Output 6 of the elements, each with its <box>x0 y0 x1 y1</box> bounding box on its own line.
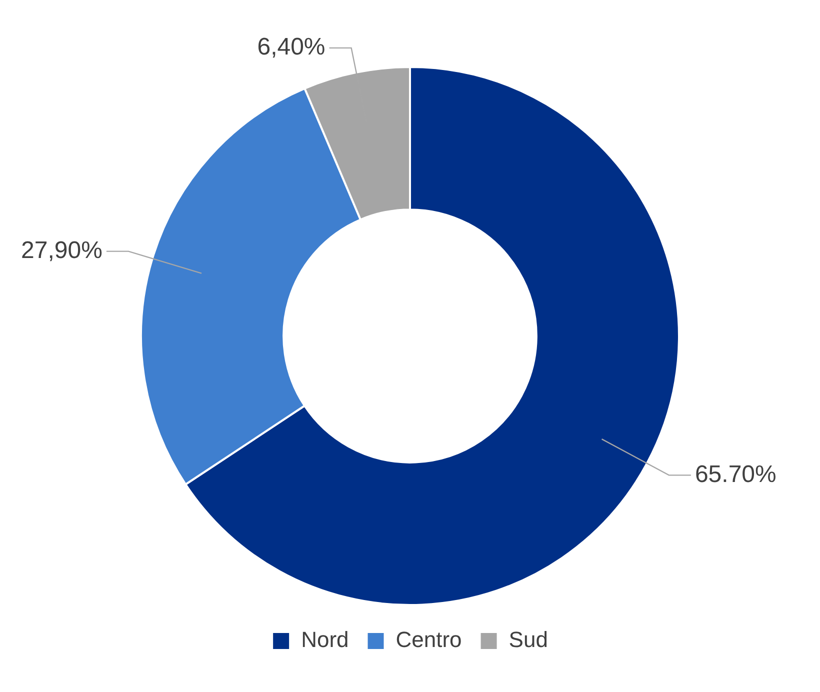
data-label: 6,40% <box>257 34 326 61</box>
legend-label: Sud <box>508 627 548 652</box>
data-label: 65.70% <box>694 460 776 488</box>
legend-label: Centro <box>396 627 462 652</box>
data-label: 27,90% <box>21 236 102 264</box>
legend-label: Nord <box>301 627 349 652</box>
